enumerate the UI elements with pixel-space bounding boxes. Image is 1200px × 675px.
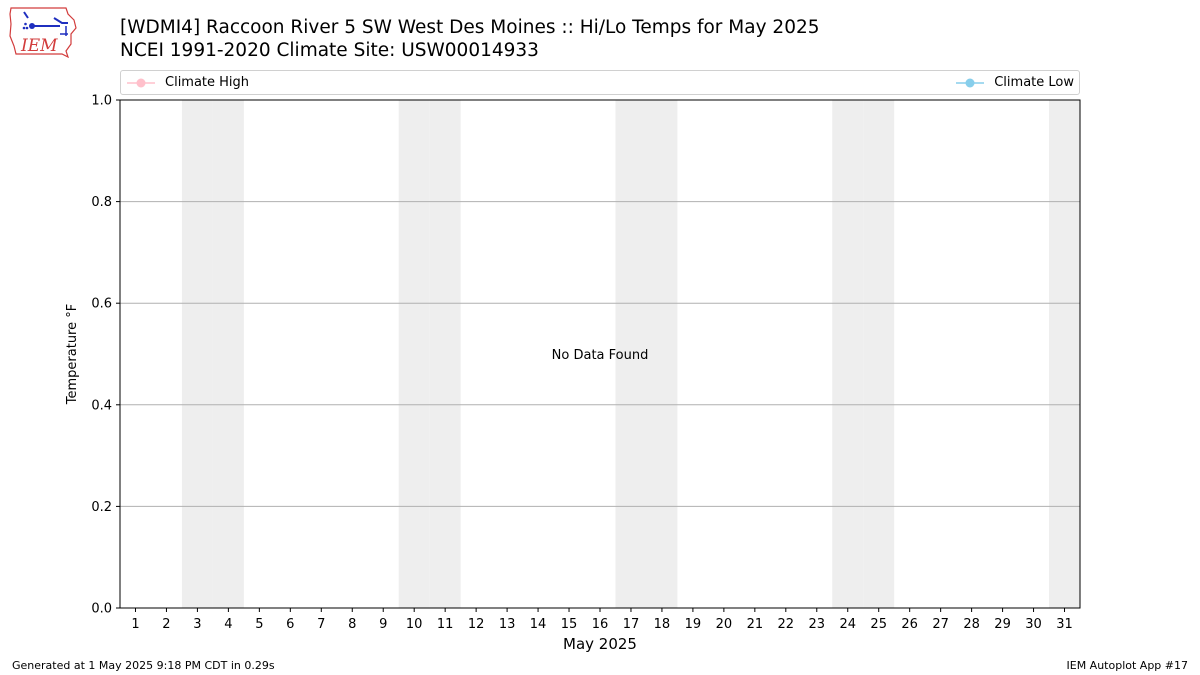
grid-lines xyxy=(120,201,1080,507)
x-tick-label: 10 xyxy=(406,617,423,632)
x-axis-ticks: 1 2 3 4 5 6 7 8 9 10 11 12 13 14 15 16 17 18 19 20 21 22 23 24 2… xyxy=(131,608,1073,632)
weekend-band xyxy=(1049,100,1080,608)
x-tick-label: 3 xyxy=(193,617,201,632)
x-tick-label: 4 xyxy=(224,617,232,632)
x-tick-label: 11 xyxy=(437,617,454,632)
iem-iowa-logo-icon: IEM xyxy=(9,7,77,58)
weekend-band xyxy=(832,100,864,608)
weekend-band xyxy=(863,100,895,608)
no-data-annotation: No Data Found xyxy=(552,348,649,363)
x-tick-label: 23 xyxy=(809,617,826,632)
legend-item-climate-high: Climate High xyxy=(127,71,249,94)
footer-generated: Generated at 1 May 2025 9:18 PM CDT in 0… xyxy=(12,659,275,672)
x-tick-label: 2 xyxy=(162,617,170,632)
y-tick-label: 0.2 xyxy=(91,500,112,515)
weekend-band xyxy=(181,100,213,608)
legend-label-climate-high: Climate High xyxy=(165,75,250,90)
x-tick-label: 20 xyxy=(716,617,733,632)
x-tick-label: 30 xyxy=(1025,617,1042,632)
legend-label-climate-low: Climate Low xyxy=(994,75,1074,90)
x-tick-label: 25 xyxy=(870,617,887,632)
x-tick-label: 24 xyxy=(839,617,856,632)
legend-item-climate-low: Climate Low xyxy=(956,71,1074,94)
weekend-band xyxy=(646,100,678,608)
y-tick-label: 0.4 xyxy=(91,398,112,413)
x-tick-label: 12 xyxy=(468,617,485,632)
x-tick-label: 28 xyxy=(963,617,980,632)
x-tick-label: 31 xyxy=(1056,617,1073,632)
x-tick-label: 15 xyxy=(561,617,578,632)
weekend-band xyxy=(212,100,244,608)
weekend-band xyxy=(398,100,430,608)
x-tick-label: 19 xyxy=(685,617,702,632)
x-tick-label: 29 xyxy=(994,617,1011,632)
y-tick-label: 0.8 xyxy=(91,195,112,210)
y-tick-label: 0.0 xyxy=(91,602,112,617)
x-tick-label: 7 xyxy=(317,617,325,632)
x-tick-label: 17 xyxy=(623,617,640,632)
weekend-shading xyxy=(181,100,1080,608)
y-tick-label: 1.0 xyxy=(91,94,112,109)
x-tick-label: 21 xyxy=(747,617,764,632)
y-axis-ticks: 0.0 0.2 0.4 0.6 0.8 1.0 xyxy=(91,94,120,617)
chart-title: [WDMI4] Raccoon River 5 SW West Des Moin… xyxy=(120,17,820,38)
x-axis-label: May 2025 xyxy=(563,635,637,653)
x-tick-label: 5 xyxy=(255,617,263,632)
x-tick-label: 9 xyxy=(379,617,387,632)
x-tick-label: 26 xyxy=(901,617,918,632)
x-tick-label: 16 xyxy=(592,617,609,632)
footer-app-id: IEM Autoplot App #17 xyxy=(1066,659,1189,672)
logo-text: IEM xyxy=(20,36,58,56)
x-tick-label: 6 xyxy=(286,617,294,632)
legend: Climate High Climate Low xyxy=(120,70,1080,95)
x-tick-label: 14 xyxy=(530,617,547,632)
weekend-band xyxy=(429,100,461,608)
x-tick-label: 8 xyxy=(348,617,356,632)
y-axis-label: Temperature °F xyxy=(65,304,80,405)
x-tick-label: 22 xyxy=(778,617,795,632)
chart-subtitle: NCEI 1991-2020 Climate Site: USW00014933 xyxy=(120,40,539,61)
legend-marker-high xyxy=(127,78,155,87)
x-tick-label: 18 xyxy=(654,617,671,632)
legend-marker-low xyxy=(956,78,985,87)
x-tick-label: 13 xyxy=(499,617,516,632)
x-tick-label: 27 xyxy=(932,617,949,632)
y-tick-label: 0.6 xyxy=(91,297,112,312)
x-tick-label: 1 xyxy=(131,617,139,632)
weekend-band xyxy=(615,100,647,608)
